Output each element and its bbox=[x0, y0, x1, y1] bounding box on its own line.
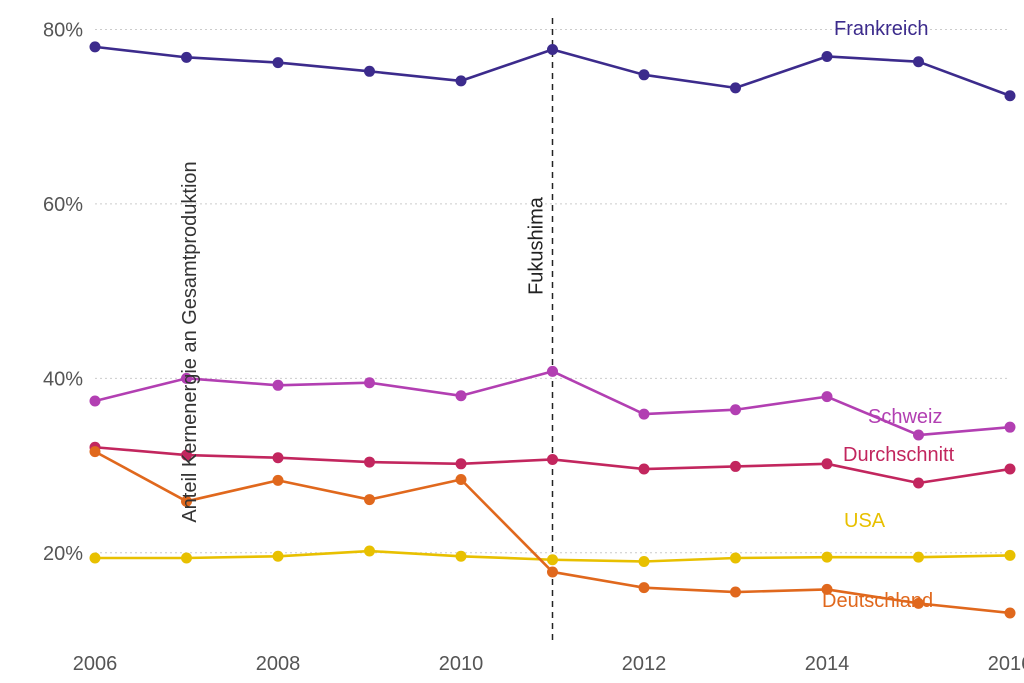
series-point-schweiz bbox=[456, 390, 467, 401]
series-point-usa bbox=[822, 552, 833, 563]
series-point-durchschnitt bbox=[273, 452, 284, 463]
x-tick-label: 2016 bbox=[988, 653, 1024, 675]
series-label-schweiz: Schweiz bbox=[868, 406, 942, 428]
series-point-deutschland bbox=[273, 475, 284, 486]
series-point-deutschland bbox=[730, 587, 741, 598]
series-point-frankreich bbox=[913, 56, 924, 67]
series-label-durchschnitt: Durchschnitt bbox=[843, 444, 955, 466]
y-tick-label: 80% bbox=[43, 19, 83, 41]
x-tick-label: 2006 bbox=[73, 653, 118, 675]
series-point-frankreich bbox=[90, 41, 101, 52]
series-point-frankreich bbox=[273, 57, 284, 68]
series-point-deutschland bbox=[90, 446, 101, 457]
series-line-deutschland bbox=[95, 452, 1010, 613]
y-tick-label: 40% bbox=[43, 368, 83, 390]
series-point-durchschnitt bbox=[913, 478, 924, 489]
series-point-schweiz bbox=[90, 396, 101, 407]
series-label-usa: USA bbox=[844, 510, 886, 532]
annotation-label-fukushima: Fukushima bbox=[526, 196, 548, 295]
series-point-schweiz bbox=[1005, 422, 1016, 433]
series-point-frankreich bbox=[364, 66, 375, 77]
series-point-usa bbox=[90, 553, 101, 564]
series-point-durchschnitt bbox=[822, 458, 833, 469]
series-point-usa bbox=[273, 551, 284, 562]
series-point-frankreich bbox=[547, 44, 558, 55]
series-point-durchschnitt bbox=[364, 457, 375, 468]
series-point-schweiz bbox=[364, 377, 375, 388]
series-point-schweiz bbox=[273, 380, 284, 391]
series-point-frankreich bbox=[181, 52, 192, 63]
y-tick-label: 60% bbox=[43, 194, 83, 216]
series-point-usa bbox=[639, 556, 650, 567]
x-tick-label: 2010 bbox=[439, 653, 484, 675]
series-point-deutschland bbox=[1005, 607, 1016, 618]
x-tick-label: 2014 bbox=[805, 653, 850, 675]
series-point-durchschnitt bbox=[730, 461, 741, 472]
y-tick-label: 20% bbox=[43, 543, 83, 565]
chart-svg: 20% 40% 60% 80% 2006 2008 2010 2012 2014 2016 Fuku… bbox=[0, 0, 1024, 683]
series-point-schweiz bbox=[639, 409, 650, 420]
series-point-durchschnitt bbox=[456, 458, 467, 469]
series-point-frankreich bbox=[730, 82, 741, 93]
series-point-frankreich bbox=[456, 75, 467, 86]
y-axis-label: Anteil Kernenergie an Gesamtproduktion bbox=[179, 161, 202, 522]
series-point-durchschnitt bbox=[1005, 464, 1016, 475]
series-point-deutschland bbox=[364, 494, 375, 505]
series-point-durchschnitt bbox=[639, 464, 650, 475]
series-point-deutschland bbox=[639, 582, 650, 593]
series-point-schweiz bbox=[913, 430, 924, 441]
series-point-frankreich bbox=[1005, 90, 1016, 101]
series-point-schweiz bbox=[730, 404, 741, 415]
series-point-usa bbox=[364, 546, 375, 557]
series-point-usa bbox=[1005, 550, 1016, 561]
series-point-usa bbox=[730, 553, 741, 564]
series-point-usa bbox=[547, 554, 558, 565]
series-point-frankreich bbox=[822, 51, 833, 62]
series-point-deutschland bbox=[456, 474, 467, 485]
series-point-frankreich bbox=[639, 69, 650, 80]
series-point-durchschnitt bbox=[547, 454, 558, 465]
series-point-schweiz bbox=[822, 391, 833, 402]
x-tick-label: 2008 bbox=[256, 653, 301, 675]
series-point-usa bbox=[913, 552, 924, 563]
series-point-usa bbox=[456, 551, 467, 562]
series-point-deutschland bbox=[547, 566, 558, 577]
series-label-deutschland: Deutschland bbox=[822, 590, 933, 612]
series-point-schweiz bbox=[547, 366, 558, 377]
series-point-usa bbox=[181, 553, 192, 564]
series-label-frankreich: Frankreich bbox=[834, 18, 928, 40]
nuclear-share-chart: Anteil Kernenergie an Gesamtproduktion 2… bbox=[0, 0, 1024, 683]
x-tick-label: 2012 bbox=[622, 653, 667, 675]
